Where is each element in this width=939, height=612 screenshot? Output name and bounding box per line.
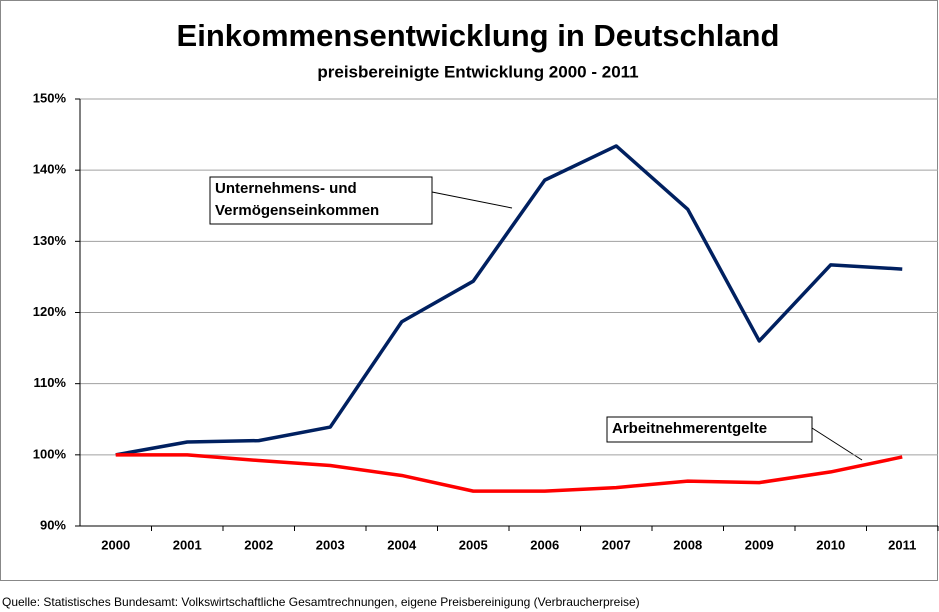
y-tick-label: 130% <box>33 233 67 248</box>
y-tick-label: 110% <box>33 375 66 390</box>
annotation: Vermögenseinkommen <box>215 202 379 219</box>
y-tick-label: 120% <box>33 304 67 319</box>
chart-subtitle: preisbereinigte Entwicklung 2000 - 2011 <box>317 62 638 81</box>
x-tick-label: 2002 <box>244 537 273 552</box>
x-tick-label: 2000 <box>101 537 130 552</box>
source-note: Quelle: Statistisches Bundesamt: Volkswi… <box>2 595 640 609</box>
chart-frame <box>0 0 938 581</box>
x-tick-label: 2008 <box>673 537 702 552</box>
annotation-box <box>209 176 433 225</box>
x-tick-label: 2004 <box>387 537 417 552</box>
x-tick-label: 2005 <box>459 537 488 552</box>
y-tick-label: 90% <box>40 517 66 532</box>
series-line <box>115 144 903 457</box>
x-tick-label: 2011 <box>888 537 916 552</box>
annotation: Arbeitnehmerentgelte <box>612 420 767 437</box>
x-tick-label: 2001 <box>173 537 202 552</box>
chart-title: Einkommensentwicklung in Deutschland <box>177 18 780 53</box>
x-tick-label: 2006 <box>530 537 559 552</box>
series-line <box>115 453 903 493</box>
y-tick-label: 150% <box>33 90 67 105</box>
x-tick-label: 2007 <box>602 537 631 552</box>
x-tick-label: 2010 <box>816 537 845 552</box>
leader-line <box>431 191 513 209</box>
annotation: Unternehmens- und <box>215 180 357 197</box>
y-tick-label: 140% <box>33 162 67 177</box>
annotation-box <box>606 416 813 443</box>
x-tick-label: 2003 <box>316 537 345 552</box>
x-tick-label: 2009 <box>745 537 774 552</box>
y-tick-label: 100% <box>33 446 67 461</box>
